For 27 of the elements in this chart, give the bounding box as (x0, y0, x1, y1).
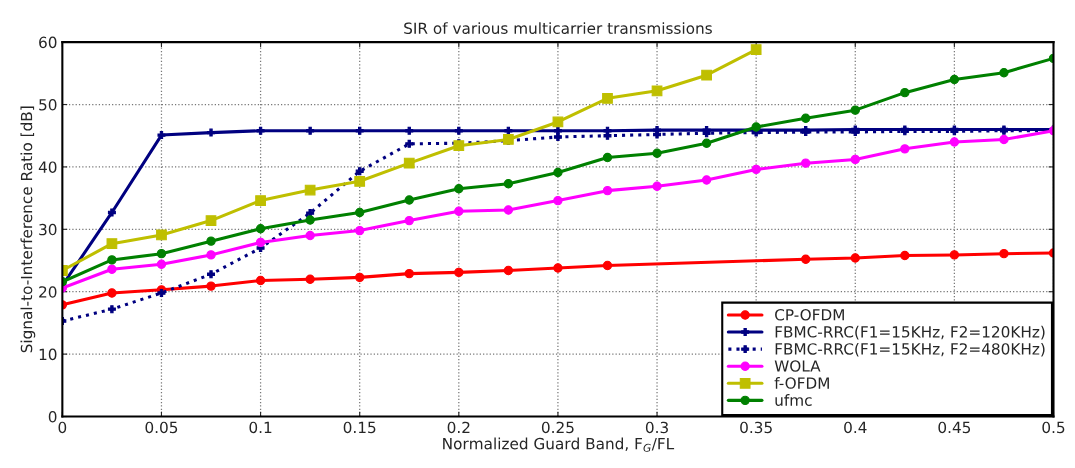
x-tick-label: 0.45 (938, 421, 971, 434)
x-tick-label: 0.15 (343, 421, 376, 434)
legend-label: CP-OFDM (775, 308, 844, 321)
legend-label: f-OFDM (774, 377, 829, 389)
y-axis-title: Signal-to-Interference Ratio [dB] (20, 106, 36, 353)
legend-label: FBMC-RRC(F1=15KHz, F2=480KHz) (775, 342, 1045, 357)
y-tick-label: 20 (39, 286, 57, 298)
x-tick-label: 0.4 (844, 421, 867, 434)
y-tick-label: 60 (39, 36, 57, 49)
legend-label: FBMC-RRC(F1=15KHz, F2=120KHz) (775, 325, 1045, 340)
chart-title: SIR of various multicarrier transmissions (404, 22, 712, 34)
x-tick-label: 0.3 (645, 421, 668, 434)
x-tick-label: 0 (58, 421, 67, 434)
x-tick-label: 0.35 (740, 421, 772, 434)
legend-label: WOLA (774, 360, 821, 372)
y-tick-label: 0 (48, 410, 57, 423)
x-axis-title: Normalized Guard Band, F$_{G}$/FL (443, 437, 675, 452)
legend-label: ufmc (775, 394, 812, 406)
y-tick-label: 40 (38, 161, 57, 173)
x-tick-label: 0.25 (541, 421, 574, 434)
y-tick-label: 30 (39, 223, 57, 236)
x-tick-label: 0.05 (145, 421, 178, 434)
y-tick-label: 50 (39, 98, 57, 111)
x-tick-label: 0.2 (447, 421, 470, 434)
x-tick-label: 0.5 (1042, 421, 1065, 434)
x-tick-label: 0.1 (249, 421, 272, 434)
y-tick-label: 10 (39, 348, 57, 361)
